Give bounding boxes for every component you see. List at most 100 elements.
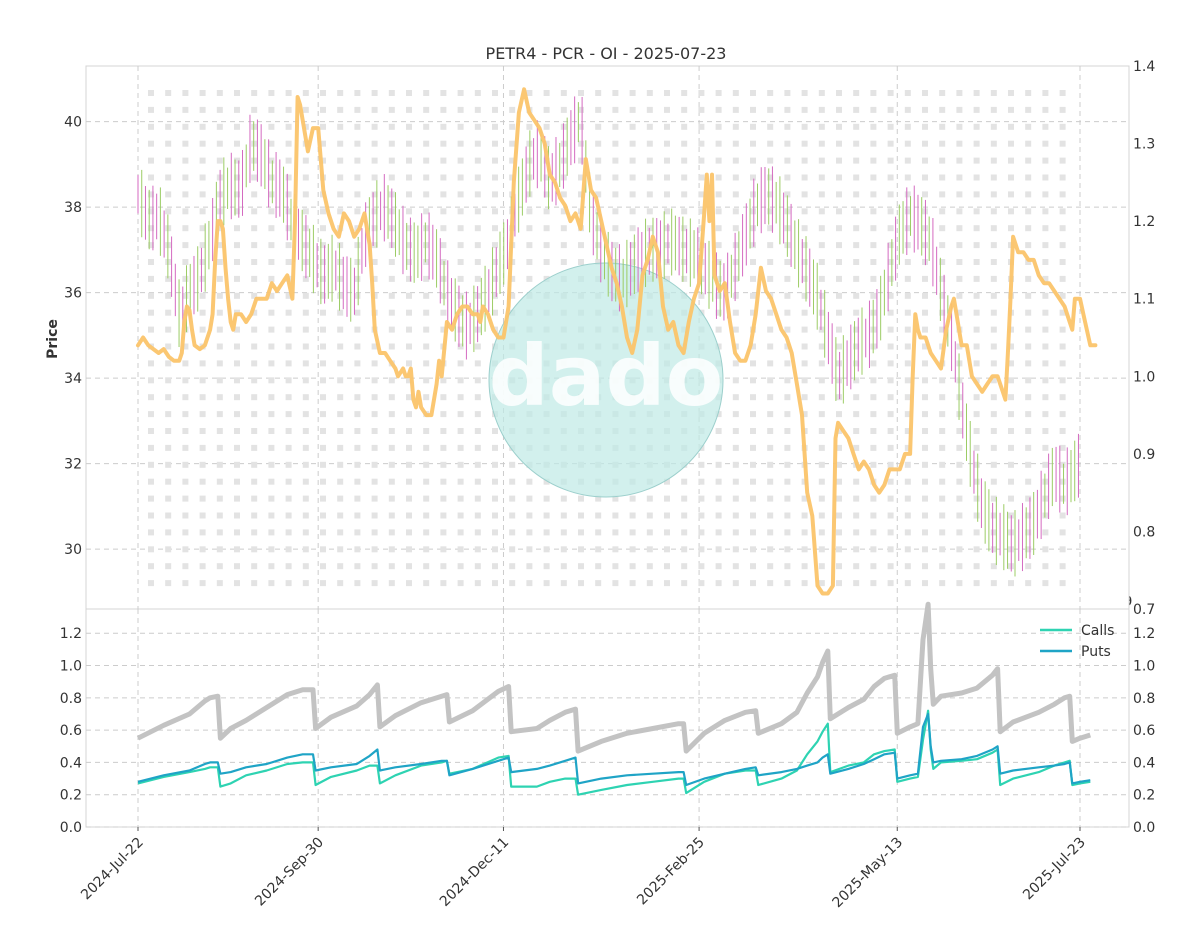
- pattern-dot: [389, 546, 395, 552]
- pattern-dot: [372, 445, 378, 451]
- pattern-dot: [595, 124, 601, 130]
- pattern-dot: [595, 158, 601, 164]
- pattern-dot: [750, 158, 756, 164]
- pattern-dot: [458, 175, 464, 181]
- pattern-dot: [836, 225, 842, 231]
- pattern-dot: [991, 191, 997, 197]
- pattern-dot: [423, 377, 429, 383]
- pattern-dot: [303, 377, 309, 383]
- pattern-dot: [561, 90, 567, 96]
- pattern-dot: [251, 360, 257, 366]
- pattern-dot: [870, 141, 876, 147]
- pattern-dot: [767, 344, 773, 350]
- pattern-dot: [836, 360, 842, 366]
- pattern-dot: [458, 394, 464, 400]
- pattern-dot: [268, 377, 274, 383]
- pattern-dot: [458, 377, 464, 383]
- oi-y-tick-label: 0.4: [60, 755, 82, 771]
- pattern-dot: [836, 107, 842, 113]
- pattern-dot: [750, 529, 756, 535]
- pattern-dot: [922, 563, 928, 569]
- pattern-dot: [974, 428, 980, 434]
- pattern-dot: [148, 107, 154, 113]
- pattern-dot: [1042, 158, 1048, 164]
- pattern-dot: [458, 563, 464, 569]
- pattern-dot: [870, 124, 876, 130]
- pattern-dot: [320, 208, 326, 214]
- x-tick-label: 2024-Dec-11: [437, 835, 512, 910]
- pattern-dot: [939, 124, 945, 130]
- pattern-dot: [354, 462, 360, 468]
- pattern-dot: [991, 580, 997, 586]
- pattern-dot: [956, 259, 962, 265]
- pattern-dot: [1042, 360, 1048, 366]
- pattern-dot: [458, 580, 464, 586]
- pattern-dot: [836, 208, 842, 214]
- pattern-dot: [1060, 360, 1066, 366]
- pattern-dot: [870, 158, 876, 164]
- pattern-dot: [286, 580, 292, 586]
- pattern-dot: [888, 225, 894, 231]
- pattern-dot: [647, 175, 653, 181]
- pattern-dot: [423, 158, 429, 164]
- pattern-dot: [1025, 225, 1031, 231]
- pattern-dot: [251, 242, 257, 248]
- pattern-dot: [320, 479, 326, 485]
- pattern-dot: [354, 394, 360, 400]
- pattern-dot: [802, 513, 808, 519]
- pattern-dot: [475, 124, 481, 130]
- pattern-dot: [475, 208, 481, 214]
- pattern-dot: [1060, 394, 1066, 400]
- pattern-dot: [182, 259, 188, 265]
- pattern-dot: [939, 479, 945, 485]
- pattern-dot: [578, 546, 584, 552]
- pattern-dot: [337, 546, 343, 552]
- pattern-dot: [664, 529, 670, 535]
- pattern-dot: [1008, 580, 1014, 586]
- pattern-dot: [234, 107, 240, 113]
- pattern-dot: [286, 242, 292, 248]
- pattern-dot: [716, 445, 722, 451]
- pattern-dot: [492, 90, 498, 96]
- pattern-dot: [905, 513, 911, 519]
- pattern-dot: [733, 191, 739, 197]
- pattern-dot: [544, 580, 550, 586]
- pattern-dot: [440, 563, 446, 569]
- pattern-dot: [922, 360, 928, 366]
- pattern-dot: [337, 580, 343, 586]
- pattern-dot: [423, 90, 429, 96]
- pattern-dot: [268, 580, 274, 586]
- pattern-dot: [492, 141, 498, 147]
- pattern-dot: [888, 580, 894, 586]
- pattern-dot: [148, 377, 154, 383]
- y-tick-label: 38: [64, 200, 82, 216]
- pattern-dot: [406, 580, 412, 586]
- pattern-dot: [802, 225, 808, 231]
- pattern-dot: [389, 513, 395, 519]
- pattern-dot: [251, 327, 257, 333]
- pattern-dot: [716, 529, 722, 535]
- pattern-dot: [492, 242, 498, 248]
- pattern-dot: [303, 293, 309, 299]
- pattern-dot: [492, 124, 498, 130]
- pattern-dot: [509, 546, 515, 552]
- pattern-dot: [440, 529, 446, 535]
- pattern-dot: [389, 580, 395, 586]
- pattern-dot: [544, 107, 550, 113]
- pattern-dot: [268, 496, 274, 502]
- pattern-dot: [1060, 513, 1066, 519]
- pattern-dot: [423, 513, 429, 519]
- pattern-dot: [372, 428, 378, 434]
- pattern-dot: [870, 529, 876, 535]
- pattern-dot: [1042, 445, 1048, 451]
- pattern-dot: [612, 175, 618, 181]
- pattern-dot: [750, 107, 756, 113]
- pattern-dot: [303, 513, 309, 519]
- pattern-dot: [939, 563, 945, 569]
- pattern-dot: [492, 107, 498, 113]
- pattern-dot: [217, 293, 223, 299]
- pattern-dot: [458, 124, 464, 130]
- pattern-dot: [853, 479, 859, 485]
- pattern-dot: [870, 259, 876, 265]
- pattern-dot: [578, 242, 584, 248]
